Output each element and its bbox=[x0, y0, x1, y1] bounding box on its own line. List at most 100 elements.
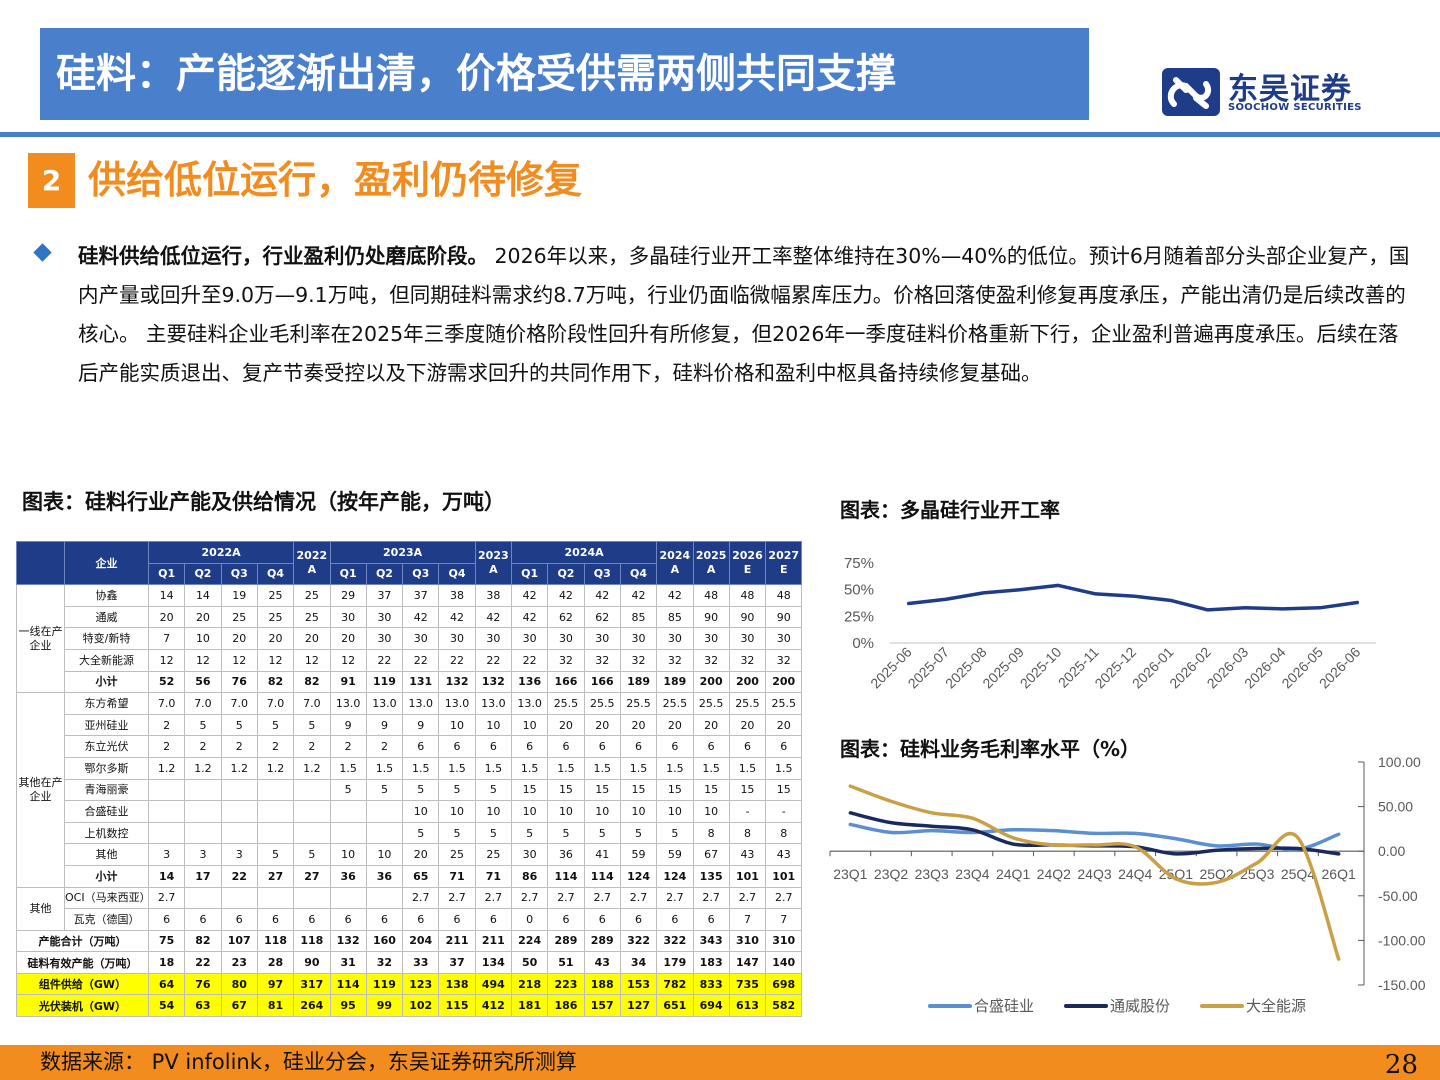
table-cell: 1.5 bbox=[474, 756, 513, 780]
section-number: 2 bbox=[28, 153, 75, 208]
x-tick-label: 24Q2 bbox=[1037, 866, 1071, 882]
y-tick-label: 0% bbox=[852, 635, 874, 652]
table-cell: 20 bbox=[692, 713, 730, 737]
table-row: 东立光伏 2 2 2 2 2 2 2 6 6 6 6 6 6 6 6 6 6 6 bbox=[17, 735, 803, 758]
table-cell: 82 bbox=[184, 929, 222, 953]
table-cell: 6 bbox=[583, 735, 621, 758]
table-cell: 189 bbox=[656, 670, 694, 694]
table-cell: 2.7 bbox=[402, 886, 440, 910]
table-cell: 90 bbox=[765, 605, 803, 629]
header-2023a: 2023 A bbox=[474, 540, 513, 586]
header-quarter: Q2 bbox=[184, 562, 222, 586]
table-row: 其他在产企业 东方希望 7.0 7.0 7.0 7.0 7.0 13.0 13.0 13.0 13.… bbox=[16, 692, 803, 888]
table-cell: 218 bbox=[510, 972, 549, 996]
table-cell: 132 bbox=[474, 670, 513, 694]
summary-row: 组件供给（GW） 64 76 80 97 317 114 119 123 138 494 218 223… bbox=[16, 972, 803, 996]
table-cell: 1.5 bbox=[619, 756, 658, 780]
table-cell: 10 bbox=[583, 800, 621, 823]
table-cell bbox=[293, 778, 331, 802]
table-cell: 12 bbox=[293, 648, 331, 672]
bullet-diamond-icon bbox=[33, 243, 52, 262]
table-cell: 200 bbox=[765, 670, 803, 694]
table-cell bbox=[184, 886, 222, 910]
table-cell bbox=[220, 778, 258, 802]
table-cell: 179 bbox=[656, 951, 694, 974]
header-quarter: Q1 bbox=[329, 562, 367, 586]
table-cell: 1.5 bbox=[692, 756, 730, 780]
soochow-logo-icon bbox=[1162, 68, 1220, 116]
table-cell: 90 bbox=[293, 951, 331, 974]
table-cell: 20 bbox=[765, 713, 803, 737]
header-2025a: 2025 A bbox=[692, 540, 730, 586]
table-cell: 22 bbox=[220, 864, 258, 888]
table-cell: 5 bbox=[474, 778, 513, 802]
table-row: 小计 14 17 22 27 27 36 36 65 71 71 86 114 114 124 124 135 1… bbox=[17, 864, 803, 888]
table-cell: 43 bbox=[583, 951, 621, 974]
table-cell: 9 bbox=[329, 713, 367, 737]
table-cell: 157 bbox=[583, 994, 621, 1018]
table-cell: 5 bbox=[402, 821, 440, 845]
table-row: 上机数控 5 5 5 5 5 5 5 5 8 8 8 bbox=[17, 821, 803, 845]
table-cell: 25.5 bbox=[583, 692, 621, 715]
table-cell: 10 bbox=[692, 800, 730, 823]
legend-label: 大全能源 bbox=[1246, 997, 1306, 1015]
series-line-2 bbox=[848, 784, 1341, 961]
table-cell: 124 bbox=[656, 864, 694, 888]
company-name: 通威 bbox=[64, 605, 149, 629]
table-cell: 29 bbox=[329, 584, 367, 607]
table-cell: 211 bbox=[474, 929, 513, 953]
logo-text-en: SOOCHOW SECURITIES bbox=[1228, 102, 1362, 113]
table-cell: 200 bbox=[692, 670, 730, 694]
table-cell bbox=[220, 800, 258, 823]
x-tick-label: 24Q4 bbox=[1118, 866, 1152, 882]
header-quarter: Q4 bbox=[438, 562, 476, 586]
table-cell: 90 bbox=[728, 605, 767, 629]
table-cell: 343 bbox=[692, 929, 730, 953]
table-cell: 1.5 bbox=[510, 756, 549, 780]
gross-margin-chart: 100.00 50.00 0.00 -50.00 -100.00 -150.00 23Q1 2… bbox=[829, 754, 1426, 1015]
header-quarter: Q3 bbox=[583, 562, 621, 586]
table-row: 合盛硅业 10 10 10 10 10 10 10 10 10- - bbox=[17, 800, 803, 823]
table-cell: 134 bbox=[474, 951, 513, 974]
table-cell: 20 bbox=[583, 713, 621, 737]
table-cell: 18 bbox=[147, 951, 186, 974]
table-cell: 15 bbox=[692, 778, 730, 802]
table-cell: 10 bbox=[438, 800, 476, 823]
table-cell: 289 bbox=[547, 929, 585, 953]
table-cell: 160 bbox=[365, 929, 404, 953]
table-cell: 42 bbox=[474, 605, 513, 629]
table-cell: 15 bbox=[656, 778, 694, 802]
table-cell: 22 bbox=[474, 648, 513, 672]
table-cell: 7 bbox=[765, 908, 803, 931]
table-cell: 127 bbox=[619, 994, 658, 1018]
chart2-title: 图表：硅料业务毛利率水平（%） bbox=[840, 737, 1141, 761]
footer-bar: 数据来源： PV infolink，硅业分会，东吴证券研究所测算 28 bbox=[0, 1045, 1440, 1080]
table-cell: 118 bbox=[256, 929, 295, 953]
table-cell: 2 bbox=[365, 735, 404, 758]
table-cell: 30 bbox=[547, 627, 585, 650]
table-cell: 119 bbox=[365, 972, 404, 996]
table-cell: 22 bbox=[438, 648, 476, 672]
table-cell: 6 bbox=[619, 908, 658, 931]
table-cell: 42 bbox=[583, 584, 621, 607]
table-cell: 30 bbox=[656, 627, 694, 650]
company-name: 特变/新特 bbox=[64, 627, 149, 650]
table-cell: 2 bbox=[220, 735, 258, 758]
table-cell: - bbox=[728, 800, 767, 823]
table-cell: 10 bbox=[474, 800, 513, 823]
table-cell: 67 bbox=[692, 843, 730, 866]
summary-row: 硅料有效产能（万吨） 18 22 23 28 90 31 32 33 37 134 50 51 43 34 1… bbox=[16, 951, 803, 974]
table-cell: 322 bbox=[619, 929, 658, 953]
table-cell: 37 bbox=[365, 584, 404, 607]
table-cell: 132 bbox=[329, 929, 367, 953]
table-cell: 211 bbox=[438, 929, 476, 953]
table-cell: 12 bbox=[184, 648, 222, 672]
table-cell: 12 bbox=[329, 648, 367, 672]
table-cell: 735 bbox=[728, 972, 767, 996]
table-cell: 10 bbox=[365, 843, 404, 866]
table-cell: 10 bbox=[402, 800, 440, 823]
table-cell: 582 bbox=[765, 994, 803, 1018]
table-row: 通威 20 20 25 25 25 30 30 42 42 42 42 62 62 85 85 90 90 90 bbox=[17, 605, 803, 629]
table-cell: 48 bbox=[692, 584, 730, 607]
table-cell: 20 bbox=[402, 843, 440, 866]
